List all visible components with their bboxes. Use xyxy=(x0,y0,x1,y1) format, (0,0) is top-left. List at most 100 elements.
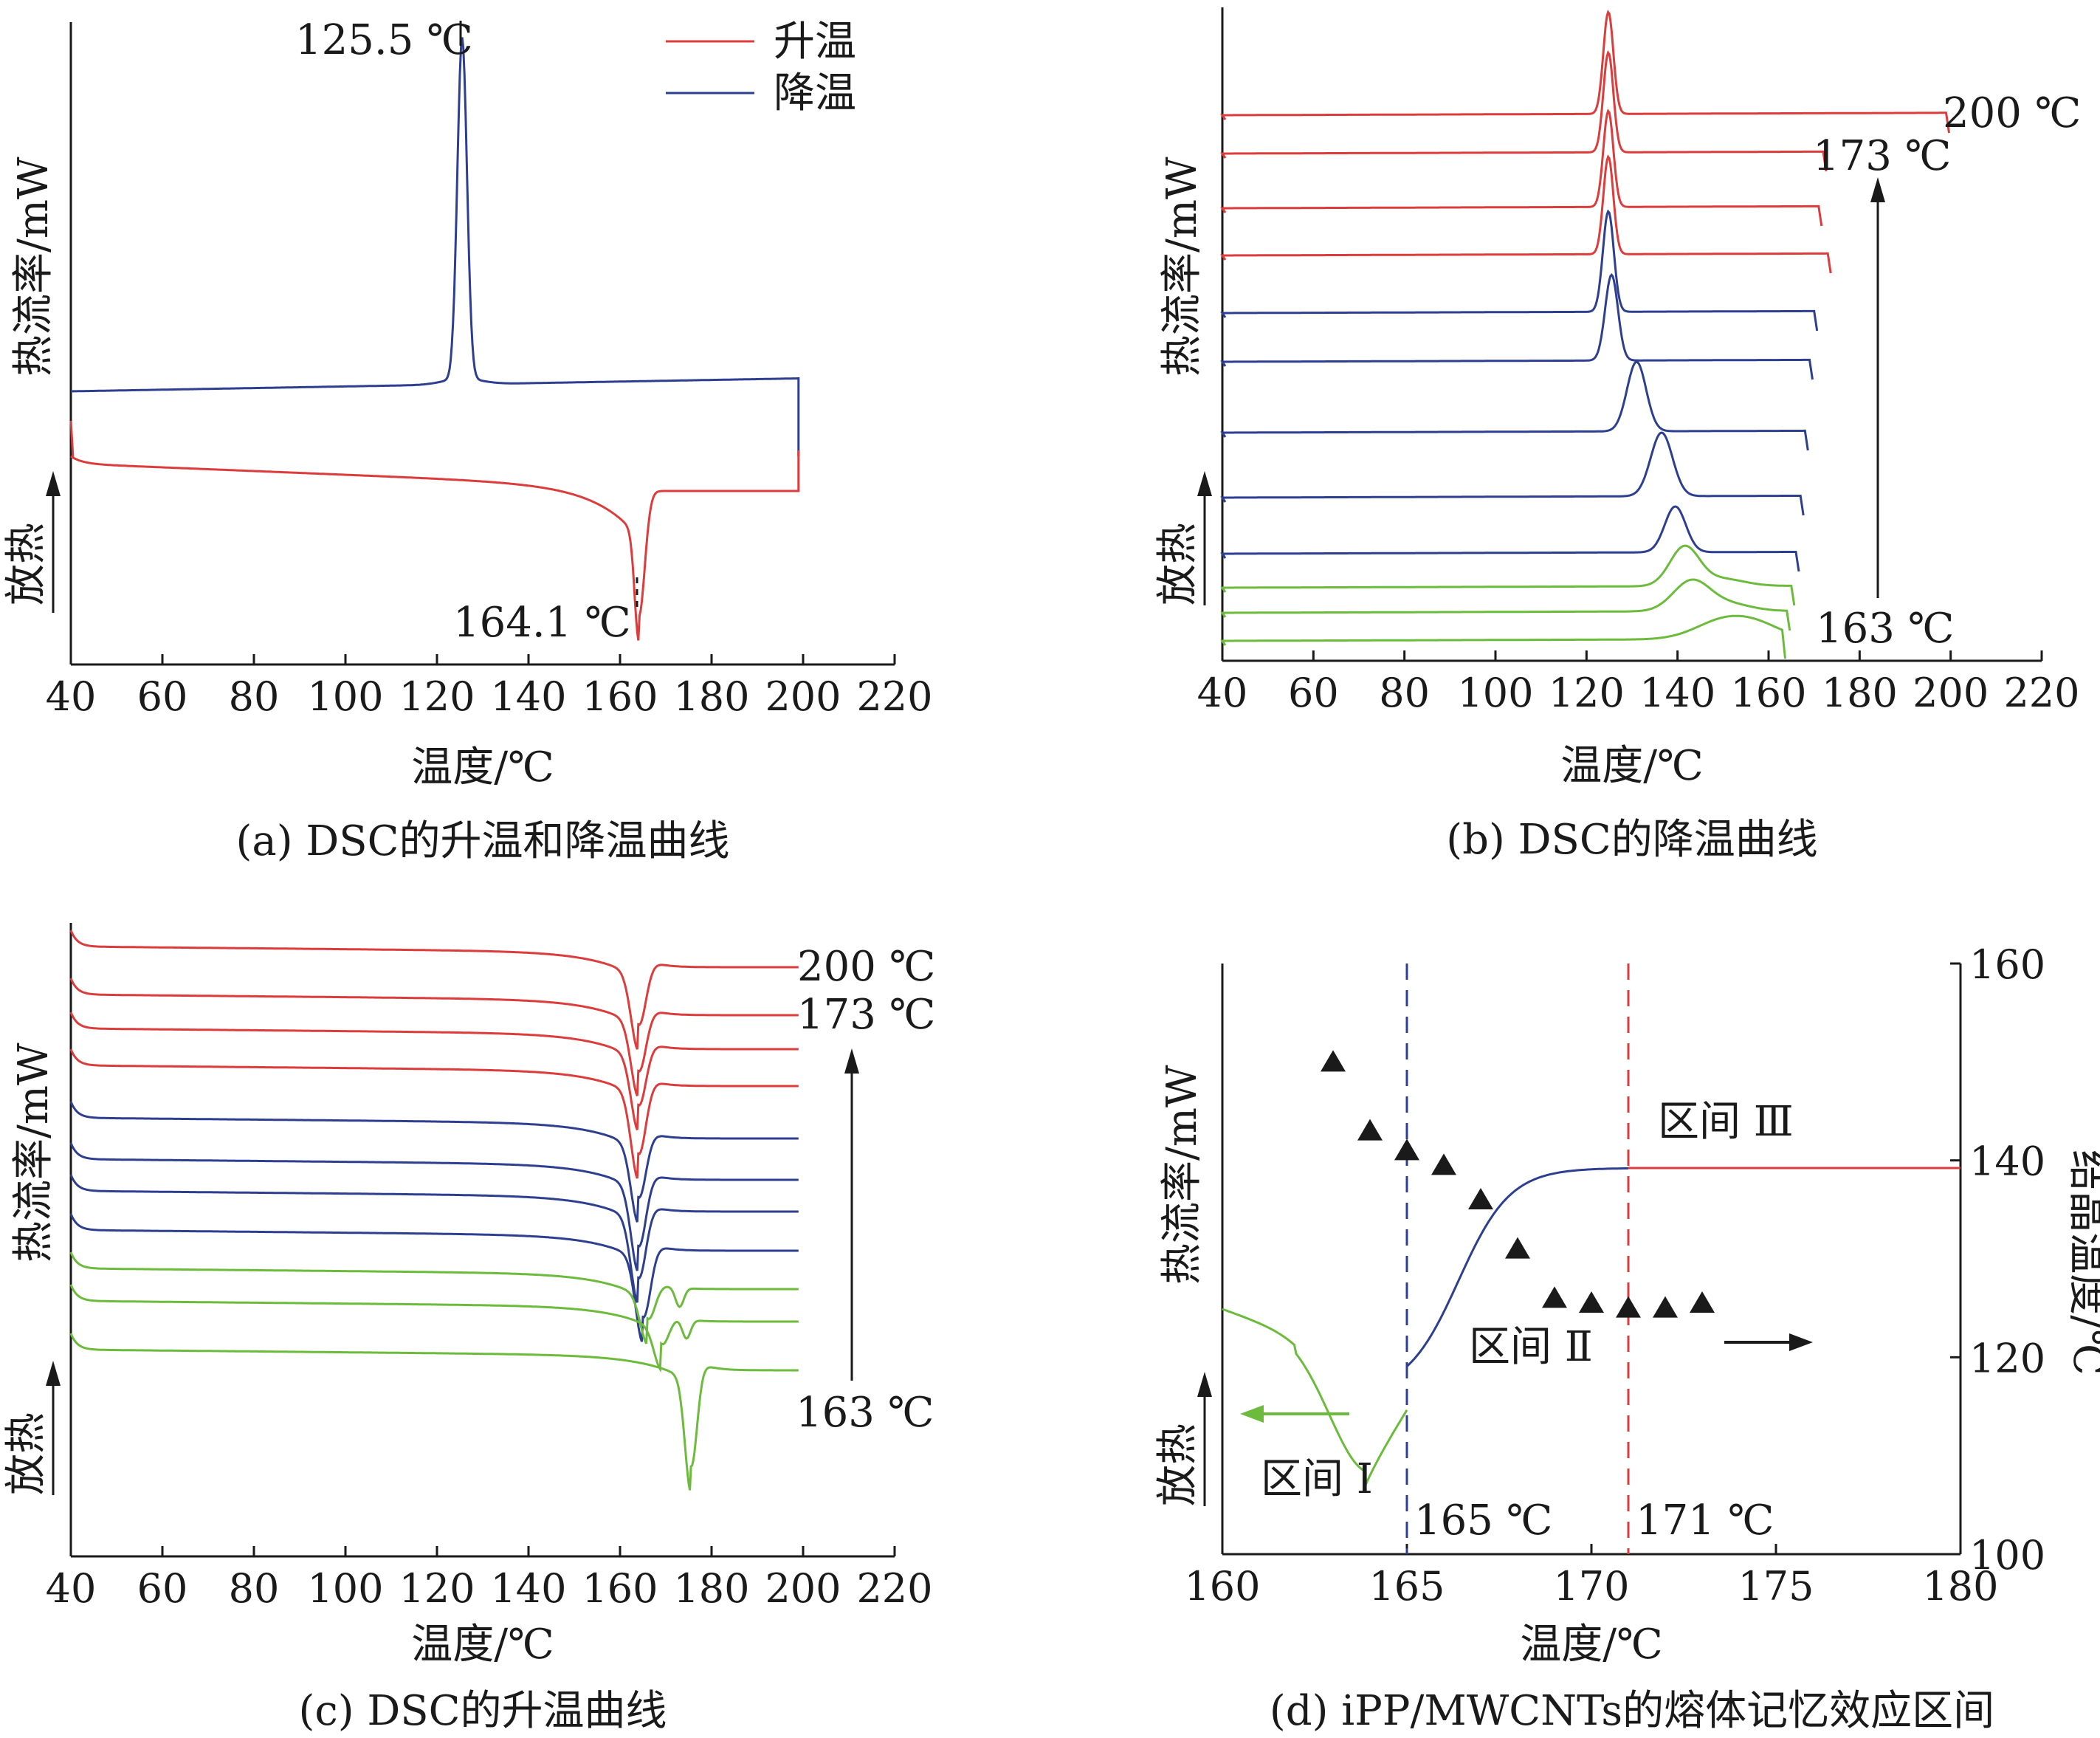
cooling-curve-2 xyxy=(1220,50,1828,172)
x-tick-label: 80 xyxy=(229,1565,280,1612)
x-tick-label: 140 xyxy=(1639,670,1715,716)
panel-b-ylabel: 热流率/mW xyxy=(1158,157,1206,377)
cooling-curve-10 xyxy=(1220,544,1796,606)
cooling-curve-7 xyxy=(1220,360,1809,451)
panel-b-ticks: 40 60 80 100 120 140 160 180 200 220 xyxy=(1197,650,2080,716)
x-tick-label: 200 xyxy=(765,673,841,720)
heating-curve-6 xyxy=(69,1142,799,1271)
x-tick-label: 180 xyxy=(673,1565,749,1612)
threshold-label-1: 165 ℃ xyxy=(1414,1497,1552,1545)
x-tick-label: 165 xyxy=(1369,1563,1445,1610)
panel-b-order-arrowhead xyxy=(1870,177,1885,202)
x-tick-label: 220 xyxy=(2003,670,2079,716)
panel-a-ylabel: 热流率/mW xyxy=(10,157,58,377)
panel-d-plot: 165 ℃ 171 ℃ xyxy=(1222,964,1960,1554)
heating-curve-5 xyxy=(69,1101,799,1223)
exo-arrow-head xyxy=(46,471,61,496)
cooling-curve-11 xyxy=(1220,578,1791,631)
heating-curve-11 xyxy=(69,1333,799,1491)
panel-a-exo-label: 放热 xyxy=(2,523,50,605)
crystallization-point xyxy=(1321,1050,1346,1072)
x-tick-label: 160 xyxy=(1730,670,1806,716)
cooling-curve xyxy=(71,37,800,456)
panel-c-curves xyxy=(69,930,799,1491)
panel-a: 40 60 80 100 120 140 160 180 200 220 125.5 ℃ 164.… xyxy=(2,16,933,865)
y2-tick-label: 140 xyxy=(1969,1138,2045,1185)
panel-d-exo-indicator: 放热 xyxy=(1154,1372,1212,1506)
x-tick-label: 160 xyxy=(582,1565,658,1612)
region-3-label: 区间 Ⅲ xyxy=(1658,1098,1794,1146)
crystallization-point xyxy=(1468,1188,1493,1209)
panel-d-exo-label: 放热 xyxy=(1154,1423,1202,1506)
panel-d-ylabel: 热流率/mW xyxy=(1158,1065,1206,1285)
panel-d-caption: (d) iPP/MWCNTs的熔体记忆效应区间 xyxy=(1270,1687,1994,1735)
panel-a-ticks: 40 60 80 100 120 140 160 180 200 220 xyxy=(46,654,933,720)
panel-a-exo-indicator: 放热 xyxy=(2,471,61,613)
heating-curve-7 xyxy=(69,1174,799,1303)
heating-curve-2 xyxy=(69,978,799,1096)
x-tick-label: 40 xyxy=(46,1565,97,1612)
x-tick-label: 100 xyxy=(1457,670,1533,716)
heating-curve-9 xyxy=(69,1251,799,1344)
panel-b-xlabel: 温度/℃ xyxy=(1560,742,1704,790)
x-tick-label: 160 xyxy=(582,673,658,720)
region-1-label: 区间 Ⅰ xyxy=(1261,1455,1373,1503)
cooling-curve-5 xyxy=(1220,209,1819,332)
x-tick-label: 200 xyxy=(1913,670,1989,716)
threshold-label-2: 171 ℃ xyxy=(1636,1497,1774,1545)
heat-flow-region-1 xyxy=(1222,1308,1408,1488)
panel-a-legend: 升温 降温 xyxy=(666,18,856,117)
cooling-curve-3 xyxy=(1220,109,1823,227)
exo-arrow-head xyxy=(46,1361,61,1386)
panel-c-caption: (c) DSC的升温曲线 xyxy=(299,1687,667,1735)
cooling-curve-12 xyxy=(1220,614,1786,659)
cooling-curve-9 xyxy=(1220,505,1800,572)
x-tick-label: 170 xyxy=(1553,1563,1629,1610)
heating-curve-4 xyxy=(69,1048,799,1179)
panel-b-label-200: 200 ℃ xyxy=(1943,89,2081,137)
crystallization-point xyxy=(1357,1119,1383,1141)
panel-a-curves xyxy=(69,37,800,641)
heating-curve-10 xyxy=(69,1284,799,1373)
x-tick-label: 80 xyxy=(1379,670,1430,716)
panel-b: 40 60 80 100 120 140 160 180 200 220 200 ℃ 173 ℃ … xyxy=(1154,7,2081,864)
panel-b-exo-indicator: 放热 xyxy=(1154,471,1212,605)
y2-tick-label: 160 xyxy=(1969,941,2045,988)
x-tick-label: 140 xyxy=(490,673,566,720)
panel-b-label-163: 163 ℃ xyxy=(1816,605,1954,653)
left-axis-arrow-head xyxy=(1240,1405,1264,1423)
x-tick-label: 40 xyxy=(1197,670,1248,716)
x-tick-label: 180 xyxy=(1922,1563,1998,1610)
x-tick-label: 60 xyxy=(1288,670,1339,716)
panel-c-label-173: 173 ℃ xyxy=(797,991,935,1039)
region-2-label: 区间 Ⅱ xyxy=(1469,1323,1593,1371)
x-tick-label: 120 xyxy=(399,1565,475,1612)
x-tick-label: 220 xyxy=(856,1565,932,1612)
heating-curve-8 xyxy=(69,1213,799,1342)
crystallization-point xyxy=(1394,1138,1419,1161)
cooling-curve-4 xyxy=(1220,154,1832,274)
y2-tick-label: 100 xyxy=(1969,1532,2045,1579)
heating-curve-start xyxy=(69,420,75,458)
x-tick-label: 60 xyxy=(137,673,188,720)
x-tick-label: 100 xyxy=(307,673,383,720)
crystallization-point xyxy=(1505,1237,1530,1259)
y2-tick-label: 120 xyxy=(1969,1335,2045,1381)
cooling-curve-8 xyxy=(1220,431,1805,516)
right-axis-arrow-head xyxy=(1789,1333,1813,1351)
crystallization-point xyxy=(1616,1296,1641,1318)
legend-label-heat: 升温 xyxy=(774,18,856,66)
panel-a-caption: (a) DSC的升温和降温曲线 xyxy=(236,817,730,865)
crystallization-point xyxy=(1690,1291,1715,1313)
panel-c-xlabel: 温度/℃ xyxy=(411,1621,554,1669)
panel-c-exo-indicator: 放热 xyxy=(2,1361,61,1495)
panel-c-label-200: 200 ℃ xyxy=(797,943,935,991)
crystallization-point xyxy=(1653,1296,1678,1318)
heating-curve-1 xyxy=(69,930,799,1050)
panel-a-cool-peak-label: 125.5 ℃ xyxy=(295,16,473,64)
crystallization-point xyxy=(1431,1153,1456,1175)
exo-arrow-head xyxy=(1197,1372,1212,1397)
panel-b-caption: (b) DSC的降温曲线 xyxy=(1446,816,1817,864)
